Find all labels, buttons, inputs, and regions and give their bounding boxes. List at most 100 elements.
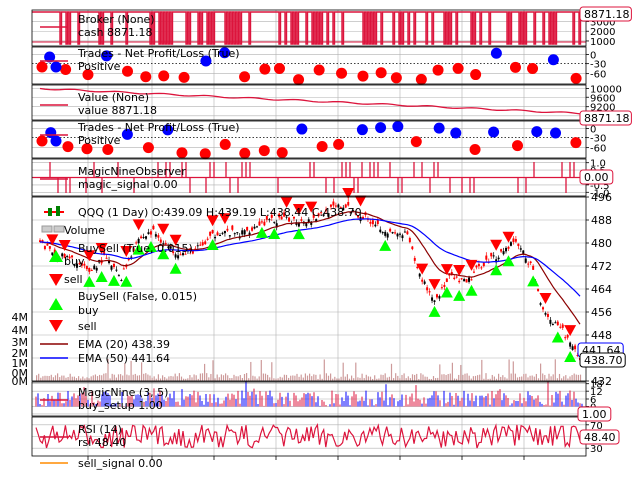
candle-body: [169, 246, 172, 249]
trade-loss-marker: [36, 135, 48, 147]
volume-bar: [67, 376, 69, 381]
candle-body: [532, 265, 535, 270]
candle-body: [357, 215, 360, 218]
trade-loss-marker: [102, 144, 114, 156]
candle-body: [280, 216, 283, 220]
volume-bar: [561, 378, 563, 381]
candle-body: [391, 232, 394, 234]
sell-legend-marker: [49, 274, 63, 286]
volume-bar: [73, 376, 75, 381]
candle-body: [253, 226, 256, 229]
buy-marker: [465, 284, 478, 296]
sell-marker: [502, 231, 515, 243]
panel-frame-trades1: [31, 46, 587, 85]
candle-body: [112, 263, 115, 268]
volume-swatch: [41, 225, 53, 233]
sell-marker: [169, 234, 182, 246]
buy-marker: [255, 226, 268, 238]
trade-loss-marker: [570, 137, 582, 149]
candle-body: [465, 279, 468, 283]
trade-loss-marker: [60, 64, 72, 76]
volume-bar: [107, 359, 109, 381]
volume-bar: [340, 376, 342, 381]
trade-loss-marker: [239, 147, 251, 159]
candle-body: [221, 232, 224, 234]
volume-bar: [537, 378, 540, 381]
volume-bar: [94, 374, 96, 381]
candle-body: [514, 239, 517, 242]
candle-body: [61, 253, 64, 257]
candle-body: [273, 221, 276, 223]
price-tick-label: 456: [591, 306, 612, 319]
volume-bar: [363, 378, 365, 381]
candle-body: [196, 245, 199, 247]
volume-bar: [346, 374, 348, 381]
buy-legend-label: buy: [64, 255, 85, 268]
trade-loss-marker: [62, 141, 74, 153]
rsi-line: [35, 423, 583, 449]
volume-bar: [279, 376, 281, 381]
candle-body: [322, 214, 325, 217]
trade-loss-marker: [357, 70, 369, 82]
observer-legend-value: magic_signal 0.00: [78, 178, 178, 191]
volume-bar: [69, 373, 71, 381]
candle-body: [260, 221, 263, 223]
volume-bar: [554, 359, 556, 381]
buy-marker: [440, 286, 453, 298]
volume-bar: [558, 373, 561, 381]
volume-bar: [359, 377, 361, 381]
trade-loss-marker: [470, 69, 482, 81]
y-tick-label: 0: [590, 50, 596, 61]
volume-bar: [239, 375, 241, 381]
volume-bar: [407, 376, 409, 381]
candle-body: [374, 224, 377, 227]
sell-marker: [157, 223, 170, 235]
sell-marker: [539, 292, 552, 304]
volume-bar: [388, 376, 390, 381]
candle-body: [270, 214, 273, 218]
candle-body: [379, 229, 382, 233]
candle-body: [569, 342, 572, 347]
candle-body: [152, 225, 155, 230]
buy-marker: [95, 271, 108, 283]
candle-body: [265, 215, 268, 220]
candle-body: [83, 263, 86, 266]
volume-bar: [348, 378, 351, 381]
sell-marker: [132, 219, 145, 231]
candle-body: [347, 202, 350, 206]
trade-loss-marker: [178, 71, 190, 83]
volume-bar: [491, 374, 493, 381]
volume-bar: [411, 374, 414, 381]
volume-bar: [111, 373, 113, 381]
volume-bar: [44, 375, 46, 381]
candle-body: [172, 251, 175, 254]
trade-profit-marker: [392, 121, 404, 133]
candle-body: [411, 246, 414, 250]
trade-loss-marker: [258, 145, 270, 157]
trade-loss-marker: [219, 138, 231, 150]
volume-bar: [260, 360, 262, 381]
rsi-legend-value: rsi 48.40: [78, 436, 126, 449]
volume-bar: [78, 376, 80, 381]
sell-marker: [83, 250, 96, 262]
y-tick-label: 9600: [590, 93, 615, 104]
y-tick-label: 18: [590, 380, 603, 391]
ema50-legend-label: EMA (50) 441.64: [78, 352, 170, 365]
volume-bar: [246, 373, 248, 381]
trade-loss-marker: [36, 61, 48, 73]
volume-bar: [218, 377, 220, 381]
candle-body: [51, 252, 54, 256]
volume-bar: [103, 373, 105, 381]
volume-bar: [250, 361, 252, 381]
volume-bar: [155, 378, 157, 381]
candle-body: [522, 250, 525, 255]
trade-loss-marker: [158, 70, 170, 82]
buysell-true-legend-label: BuySell (True, 0.015): [78, 242, 193, 255]
volume-bar: [54, 375, 57, 381]
candle-body: [381, 232, 384, 234]
candle-body: [297, 222, 300, 227]
trade-loss-marker: [375, 67, 387, 79]
volume-bar: [277, 378, 279, 381]
volume-bar: [489, 378, 491, 381]
